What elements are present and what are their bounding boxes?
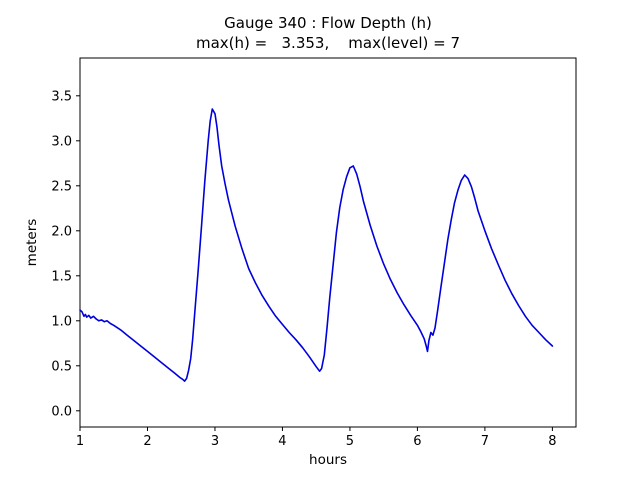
y-tick-label: 2.5 [51, 179, 72, 194]
y-tick-label: 1.0 [51, 314, 72, 329]
y-tick-label: 3.0 [51, 134, 72, 149]
y-tick-label: 0.0 [51, 404, 72, 419]
chart-subtitle: max(h) = 3.353, max(level) = 7 [195, 34, 461, 52]
chart-title: Gauge 340 : Flow Depth (h) [224, 14, 432, 32]
x-tick-label: 7 [481, 434, 489, 449]
axes-frame [79, 57, 577, 428]
y-tick-label: 2.0 [51, 224, 72, 239]
title-block: Gauge 340 : Flow Depth (h) max(h) = 3.35… [80, 13, 576, 53]
x-tick-label: 4 [278, 434, 286, 449]
y-tick-label: 3.5 [51, 89, 72, 104]
x-tick-label: 3 [211, 434, 219, 449]
y-tick-label: 1.5 [51, 269, 72, 284]
x-tick-label: 1 [76, 434, 84, 449]
y-tick-label: 0.5 [51, 359, 72, 374]
y-axis-label: meters [24, 219, 40, 267]
x-tick-label: 5 [346, 434, 354, 449]
x-tick-label: 2 [143, 434, 151, 449]
x-axis-label: hours [309, 452, 347, 468]
x-tick-label: 8 [548, 434, 556, 449]
x-tick-label: 6 [413, 434, 421, 449]
flow-depth-line [79, 108, 554, 382]
